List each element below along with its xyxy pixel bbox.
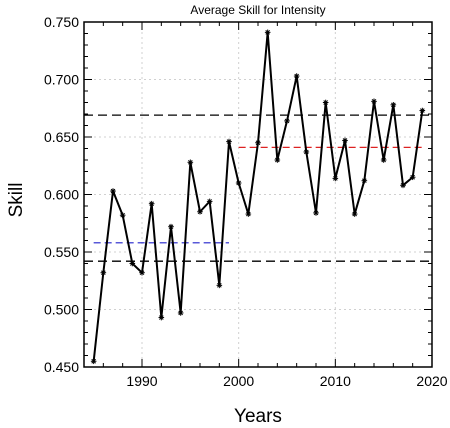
marker-stroke [352,211,357,217]
data-point [148,200,155,207]
data-point [400,182,406,189]
data-point [100,269,107,276]
x-axis-title: Years [234,406,282,427]
marker-stroke [120,212,125,218]
marker-stroke [381,157,386,163]
marker-stroke [149,201,154,207]
data-point [351,211,358,217]
marker-stroke [284,118,290,124]
data-point [322,99,329,106]
marker-stroke [188,159,193,165]
marker-stroke [178,310,183,316]
data-point [419,107,426,114]
y-tick-label: 0.450 [44,359,79,375]
series-line [92,31,424,362]
marker-stroke [101,270,106,276]
y-tick-label: 0.500 [44,302,79,318]
data-point [129,260,136,267]
y-tick-label: 0.600 [44,187,79,203]
marker-stroke [236,180,241,186]
y-tick-label: 0.650 [44,129,79,145]
data-point [216,282,223,289]
marker-stroke [362,178,367,184]
marker-stroke [255,140,261,146]
data-point [361,177,368,184]
data-point [206,198,213,205]
marker-stroke [139,270,145,276]
marker-stroke [91,358,96,364]
marker-stroke [159,315,164,320]
data-point [380,157,387,163]
marker-stroke [110,188,116,194]
data-point [139,269,145,276]
marker-stroke [304,149,309,155]
marker-stroke [226,139,232,144]
data-point [409,174,416,181]
data-point [264,29,271,36]
series-group [90,29,426,365]
data-point [245,211,252,217]
marker-stroke [400,182,406,188]
data-point [332,175,339,182]
data-point [371,98,377,105]
y-tick-label: 0.550 [44,244,79,260]
data-point [303,149,310,155]
marker-stroke [323,100,328,105]
gridlines [84,22,432,367]
y-tick-label: 0.700 [44,72,79,88]
marker-stroke [420,108,425,113]
data-point [158,314,165,321]
data-point [168,223,174,230]
marker-stroke [197,209,203,215]
marker-stroke [265,30,270,35]
x-axis-ticks: 1990 2000 2010 2020 [102,22,448,389]
y-tick-label: 0.750 [44,14,79,30]
x-tick-label: 2000 [223,373,254,389]
marker-stroke [130,261,135,266]
marker-stroke [313,210,319,216]
marker-stroke [246,211,251,217]
x-tick-label: 2020 [416,373,447,389]
marker-stroke [391,102,396,108]
x-tick-label: 1990 [126,373,157,389]
marker-stroke [410,174,415,180]
marker-stroke [207,199,212,204]
marker-stroke [294,73,299,79]
data-point [90,358,97,365]
y-axis-title: Skill [6,183,27,218]
data-point [187,159,194,166]
data-point [226,138,232,145]
y-axis-ticks: 0.450 0.500 0.550 0.600 0.650 0.700 0.750 [44,14,432,375]
data-point [342,137,348,144]
data-point [390,102,397,108]
data-point [177,310,184,316]
chart-title: Average Skill for Intensity [190,3,325,17]
data-point [284,118,290,124]
marker-stroke [333,176,338,181]
marker-stroke [342,138,348,143]
data-point [119,212,126,218]
data-point [197,208,203,215]
data-point [293,73,300,79]
data-point [235,180,242,186]
marker-stroke [371,99,377,104]
data-point [255,139,261,146]
x-tick-label: 2010 [320,373,351,389]
marker-stroke [217,283,222,288]
marker-stroke [168,224,174,230]
data-point [274,157,281,163]
data-point [110,188,116,194]
data-point [313,210,319,216]
marker-stroke [275,157,280,163]
